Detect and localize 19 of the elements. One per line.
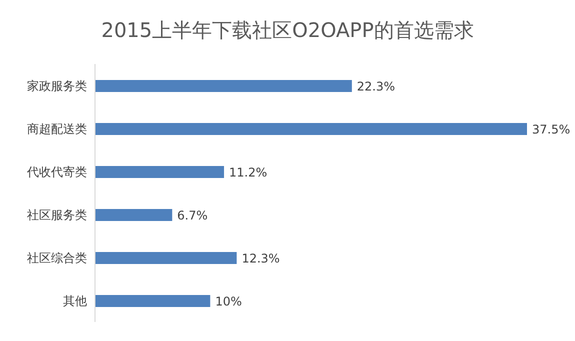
y-tick-label: 社区综合类	[27, 250, 87, 265]
y-tick-label: 其他	[63, 294, 87, 308]
chart-title: 2015上半年下载社区O2OAPP的首选需求	[100, 17, 475, 44]
y-tick-label: 代收代寄类	[26, 164, 87, 179]
data-label: 10%	[215, 294, 242, 308]
data-label: 6.7%	[177, 208, 208, 222]
y-tick-label: 商超配送类	[27, 122, 87, 136]
data-label: 11.2%	[229, 165, 268, 180]
data-label: 37.5%	[532, 122, 570, 136]
data-label: 12.3%	[242, 251, 280, 266]
y-tick-label: 社区服务类	[27, 208, 87, 222]
data-label: 22.3%	[356, 79, 396, 94]
bar	[95, 80, 352, 92]
bar	[95, 252, 237, 264]
y-tick-label: 家政服务类	[27, 78, 87, 93]
bar	[95, 295, 210, 307]
bar	[95, 166, 224, 178]
bar	[95, 123, 527, 135]
bar	[95, 209, 172, 221]
